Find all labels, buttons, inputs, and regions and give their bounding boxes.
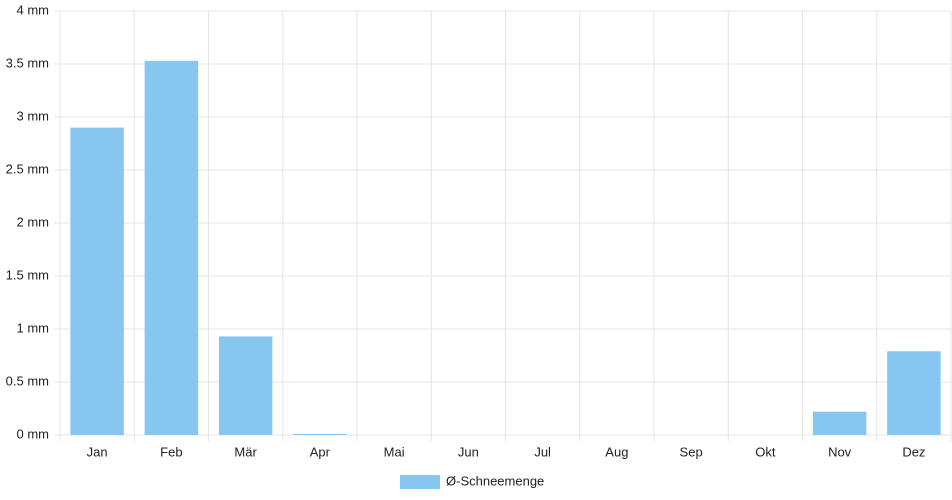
bar bbox=[293, 433, 347, 435]
x-tick-label: Sep bbox=[680, 444, 703, 459]
y-tick-label: 1 mm bbox=[17, 320, 50, 335]
bar bbox=[70, 127, 124, 435]
x-tick-label: Jul bbox=[534, 444, 551, 459]
y-tick-label: 3 mm bbox=[17, 108, 50, 123]
y-tick-label: 1.5 mm bbox=[6, 267, 49, 282]
bar bbox=[887, 351, 941, 435]
legend-swatch bbox=[400, 475, 440, 489]
y-tick-label: 0 mm bbox=[17, 426, 50, 441]
x-tick-label: Feb bbox=[160, 444, 182, 459]
bar bbox=[218, 336, 273, 435]
y-tick-label: 2 mm bbox=[17, 214, 50, 229]
y-tick-label: 2.5 mm bbox=[6, 161, 49, 176]
x-tick-label: Jan bbox=[87, 444, 108, 459]
x-tick-label: Jun bbox=[458, 444, 479, 459]
bar bbox=[812, 411, 867, 435]
x-tick-label: Dez bbox=[902, 444, 925, 459]
x-tick-label: Aug bbox=[605, 444, 628, 459]
x-tick-label: Mär bbox=[234, 444, 257, 459]
x-tick-label: Nov bbox=[828, 444, 852, 459]
legend-label: Ø-Schneemenge bbox=[446, 473, 544, 488]
x-tick-label: Okt bbox=[755, 444, 776, 459]
bar bbox=[144, 60, 199, 435]
y-tick-label: 0.5 mm bbox=[6, 373, 49, 388]
y-tick-label: 4 mm bbox=[17, 2, 50, 17]
x-tick-label: Mai bbox=[384, 444, 405, 459]
x-tick-label: Apr bbox=[310, 444, 331, 459]
y-tick-label: 3.5 mm bbox=[6, 55, 49, 70]
